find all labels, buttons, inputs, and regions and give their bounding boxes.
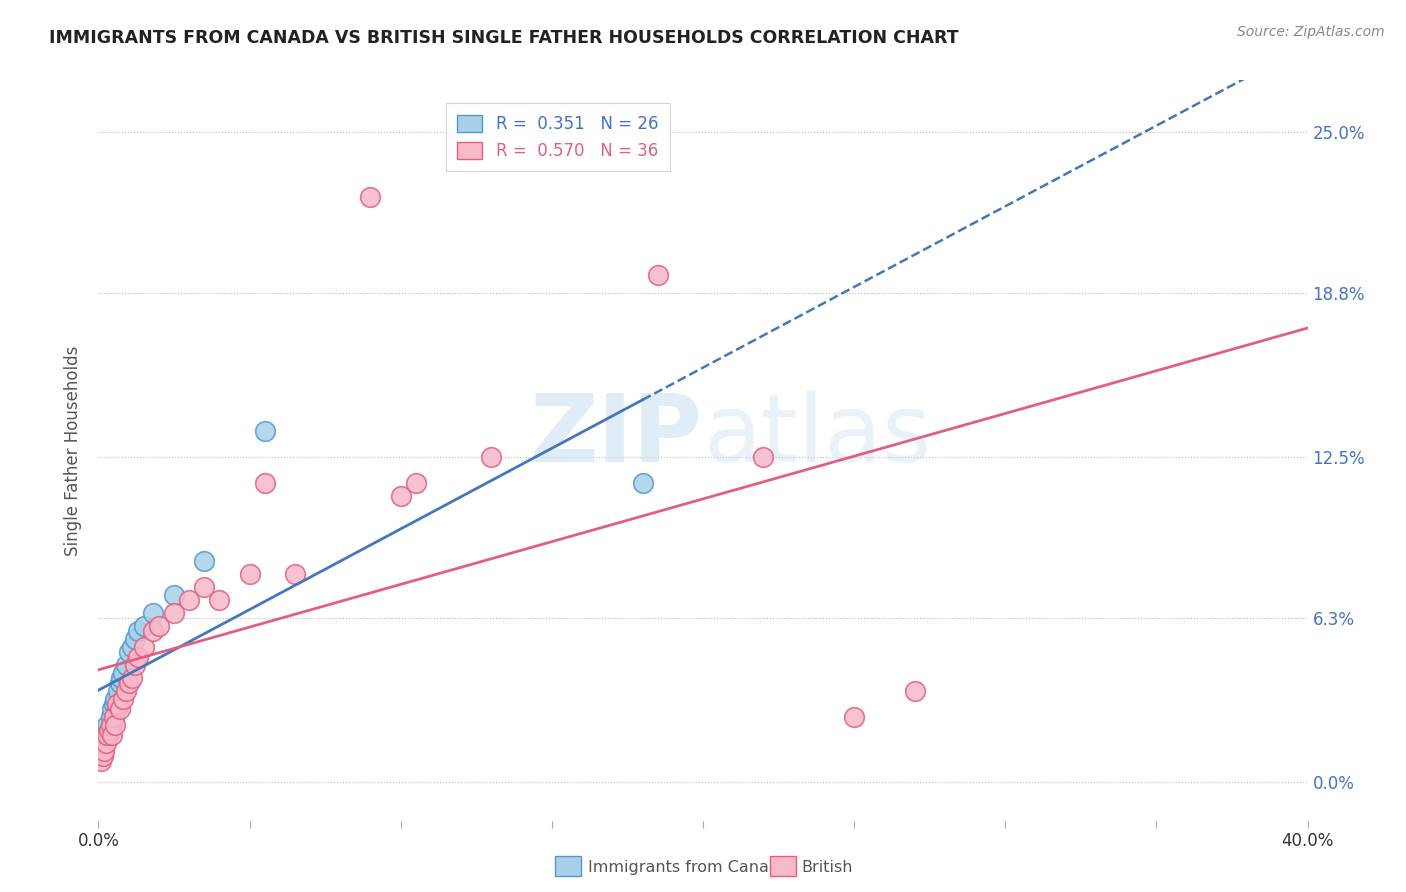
Point: [111, 665, 134, 680]
Point: [132, 619, 155, 633]
Point: [96, 717, 118, 731]
Point: [253, 475, 276, 490]
Point: [405, 475, 427, 490]
Text: atlas: atlas: [703, 390, 931, 482]
Point: [93, 743, 115, 757]
Point: [193, 554, 215, 568]
Point: [96, 728, 118, 742]
Point: [105, 702, 128, 716]
Point: [100, 717, 122, 731]
Point: [101, 702, 124, 716]
Text: Immigrants from Canada: Immigrants from Canada: [588, 861, 789, 875]
Point: [103, 697, 125, 711]
Point: [101, 728, 124, 742]
Point: [104, 691, 127, 706]
Point: [114, 683, 136, 698]
Point: [110, 671, 132, 685]
Text: British: British: [801, 861, 853, 875]
Point: [148, 619, 170, 633]
Point: [284, 566, 307, 581]
Point: [90, 754, 112, 768]
Point: [360, 190, 382, 204]
Text: Source: ZipAtlas.com: Source: ZipAtlas.com: [1237, 25, 1385, 39]
Text: ZIP: ZIP: [530, 390, 703, 482]
Y-axis label: Single Father Households: Single Father Households: [65, 345, 83, 556]
Point: [98, 723, 121, 737]
Point: [98, 728, 121, 742]
Point: [114, 657, 136, 672]
Point: [104, 717, 127, 731]
Point: [142, 624, 165, 638]
Point: [91, 736, 114, 750]
Legend: R =  0.351   N = 26, R =  0.570   N = 36: R = 0.351 N = 26, R = 0.570 N = 36: [446, 103, 671, 171]
Point: [142, 606, 165, 620]
Point: [105, 697, 128, 711]
Point: [108, 702, 131, 716]
Point: [239, 566, 262, 581]
Point: [111, 691, 134, 706]
Point: [904, 683, 927, 698]
Point: [389, 489, 412, 503]
Point: [107, 683, 129, 698]
Point: [124, 632, 146, 646]
Point: [127, 624, 149, 638]
Point: [90, 743, 112, 757]
Point: [118, 645, 141, 659]
Point: [844, 710, 866, 724]
Point: [647, 268, 669, 282]
Text: IMMIGRANTS FROM CANADA VS BRITISH SINGLE FATHER HOUSEHOLDS CORRELATION CHART: IMMIGRANTS FROM CANADA VS BRITISH SINGLE…: [49, 29, 959, 46]
Point: [193, 580, 215, 594]
Point: [118, 676, 141, 690]
Point: [121, 671, 143, 685]
Point: [163, 606, 186, 620]
Point: [94, 736, 117, 750]
Point: [121, 640, 143, 654]
Point: [94, 723, 117, 737]
Point: [163, 588, 186, 602]
Point: [208, 592, 231, 607]
Point: [179, 592, 201, 607]
Point: [108, 676, 131, 690]
Point: [91, 748, 114, 763]
Point: [127, 650, 149, 665]
Point: [752, 450, 775, 464]
Point: [631, 475, 654, 490]
Point: [124, 657, 146, 672]
Point: [100, 710, 122, 724]
Point: [481, 450, 503, 464]
Point: [253, 424, 276, 438]
Point: [93, 728, 115, 742]
Point: [103, 710, 125, 724]
Point: [132, 640, 155, 654]
